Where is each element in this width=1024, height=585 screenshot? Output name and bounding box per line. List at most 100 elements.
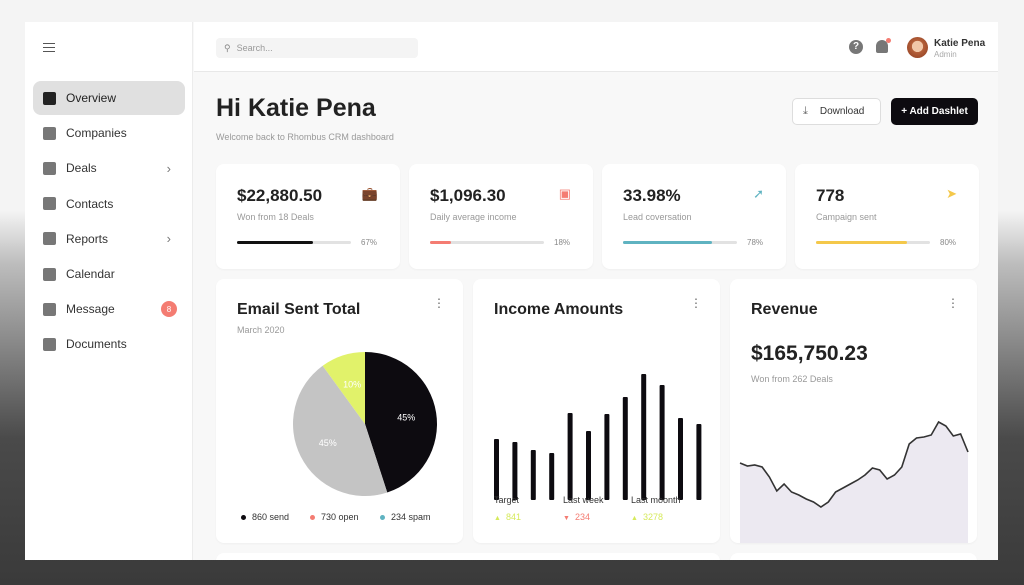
revenue-line [739, 420, 969, 508]
kpi-number: 234 [574, 512, 590, 522]
avatar[interactable] [907, 37, 928, 58]
progress-bar [430, 241, 544, 244]
hamburger-menu-icon[interactable] [43, 43, 55, 52]
stat-value: 778 [816, 186, 845, 205]
contact-icon [43, 197, 56, 211]
area-chart [739, 420, 969, 543]
building-icon [43, 126, 56, 140]
download-icon: ⤓ [803, 105, 808, 117]
email-sent-card: Email Sent Total March 2020 ⋮ 45% 45% 10% … [216, 279, 463, 543]
card-title: Revenue [751, 301, 818, 318]
bar[interactable] [549, 453, 555, 500]
bar[interactable] [512, 442, 518, 500]
sidebar-item-calendar[interactable]: Calendar [33, 257, 185, 291]
sidebar-item-overview[interactable]: Overview [33, 81, 185, 115]
progress-bar [237, 241, 351, 244]
stat-value: $22,880.50 [237, 186, 323, 205]
mail-icon [43, 302, 56, 316]
chevron-right-icon: › [166, 160, 171, 176]
stat-value: 33.98% [623, 186, 681, 205]
progress-percent: 67% [361, 238, 378, 247]
revenue-card: Revenue ⋮ $165,750.23 Won from 262 Deals [730, 279, 977, 543]
sidebar-item-label: Overview [66, 91, 117, 105]
chevron-right-icon: › [166, 231, 171, 247]
card-title: Email Sent Total [237, 301, 361, 318]
search-icon: ⚲ [224, 42, 231, 53]
card-subtitle: March 2020 [237, 325, 285, 335]
triangle-up-icon: ▲ [494, 515, 501, 522]
progress-fill [816, 241, 908, 244]
sidebar: Overview Companies Deals › Contacts Reports › C… [25, 22, 193, 560]
kpi-value: ▼ 234 [563, 512, 590, 522]
download-label: Download [819, 106, 865, 117]
progress-fill [237, 241, 314, 244]
sidebar-item-reports[interactable]: Reports › [33, 222, 185, 256]
sidebar-item-message[interactable]: Message 8 [33, 292, 185, 326]
wallet-icon: ▣ [558, 186, 571, 201]
stat-card: 33.98% ➚ Lead coversation 78% [602, 164, 786, 269]
sidebar-item-deals[interactable]: Deals › [33, 151, 185, 185]
triangle-up-icon: ▲ [631, 515, 638, 522]
bar[interactable] [696, 424, 702, 500]
stat-card: 778 ➤ Campaign sent 80% [795, 164, 979, 269]
progress-percent: 18% [554, 238, 571, 247]
legend-item: 730 open [310, 512, 359, 522]
legend-label: 730 open [321, 512, 359, 522]
sidebar-item-label: Deals [66, 161, 97, 176]
kpi-label: Last moonth [631, 495, 681, 505]
bar[interactable] [678, 418, 683, 500]
notification-bell-icon[interactable] [876, 38, 891, 53]
sidebar-item-label: Contacts [66, 196, 114, 211]
legend-dot-icon [310, 514, 315, 520]
kpi-label: Target [494, 495, 520, 505]
calendar-icon [43, 267, 56, 281]
progress-fill [430, 241, 451, 244]
legend-dot-icon [241, 514, 246, 520]
legend-label: 234 spam [391, 512, 431, 522]
stat-label: Campaign sent [816, 212, 877, 222]
progress-percent: 80% [940, 238, 957, 247]
search-input[interactable]: ⚲ Search... [216, 38, 418, 58]
pie-slice[interactable] [365, 352, 437, 493]
legend-item: 860 send [241, 512, 289, 522]
sidebar-item-contacts[interactable]: Contacts [33, 187, 185, 221]
progress-bar [623, 241, 737, 244]
topbar: ⚲ Search... ? Katie Pena Admin [194, 22, 998, 72]
bar[interactable] [641, 374, 647, 500]
stat-value: $1,096.30 [430, 186, 506, 205]
kpi-number: 3278 [642, 512, 663, 522]
progress-bar [816, 241, 930, 244]
bar[interactable] [567, 413, 573, 500]
download-button[interactable]: ⤓ Download [792, 98, 881, 125]
triangle-down-icon: ▼ [563, 515, 570, 522]
pie-slice-label: 45% [319, 438, 337, 448]
sidebar-item-companies[interactable]: Companies [33, 116, 185, 150]
sidebar-item-label: Reports [66, 231, 109, 246]
bar[interactable] [586, 431, 591, 500]
message-count-badge: 8 [161, 301, 177, 318]
bar[interactable] [622, 397, 628, 500]
legend-dot-icon [380, 514, 385, 520]
sidebar-item-label: Companies [66, 126, 127, 141]
pie-chart: 45% 45% 10% [293, 352, 437, 497]
add-dashlet-button[interactable]: + Add Dashlet [891, 98, 978, 125]
bottom-card [730, 553, 977, 560]
bar[interactable] [659, 385, 665, 500]
revenue-value: $165,750.23 [751, 342, 868, 365]
bottom-card [216, 553, 720, 560]
user-name: Katie Pena [934, 38, 986, 49]
stat-card: $1,096.30 ▣ Daily average income 18% [409, 164, 593, 269]
pie-slice[interactable] [293, 365, 388, 497]
bar[interactable] [604, 414, 610, 500]
bar[interactable] [494, 439, 499, 500]
page-subtitle: Welcome back to Rhombus CRM dashboard [216, 132, 394, 142]
send-icon: ➤ [946, 186, 957, 201]
pie-slice-label: 45% [397, 412, 415, 422]
pie-slice[interactable] [322, 352, 365, 424]
sidebar-item-documents[interactable]: Documents [33, 327, 185, 361]
help-icon[interactable]: ? [849, 40, 863, 54]
stat-card: $22,880.50 💼 Won from 18 Deals 67% [216, 164, 400, 269]
income-card: Income Amounts ⋮ Target ▲ 841 Last week ▼ 2… [473, 279, 720, 543]
kpi-number: 841 [505, 512, 521, 522]
bar[interactable] [530, 450, 536, 500]
